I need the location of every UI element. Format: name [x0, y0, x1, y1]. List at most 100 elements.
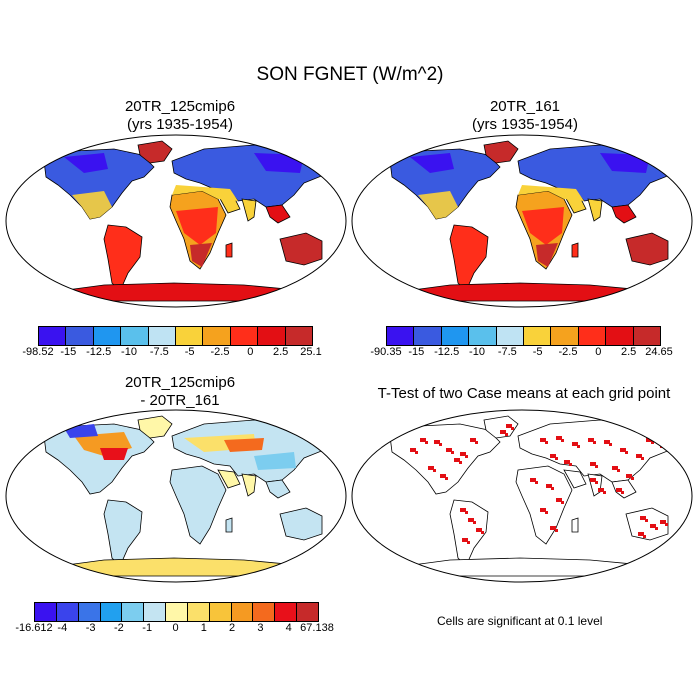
map-land-group [39, 415, 331, 577]
colorbar-swatch [441, 327, 470, 345]
colorbar-swatch [93, 327, 122, 345]
land-india [587, 198, 603, 222]
colorbar-swatch [176, 327, 204, 345]
sig-cell [420, 438, 426, 442]
sig-cell [603, 491, 606, 494]
panel-title-line2: - 20TR_161 [140, 392, 220, 409]
sig-cell [612, 466, 618, 470]
map-land-group [385, 140, 677, 302]
sig-cell [481, 531, 484, 534]
land-australia [279, 507, 323, 541]
band-asia-cool [254, 452, 296, 470]
sig-cell [506, 424, 512, 428]
land-madagascar [571, 242, 579, 258]
band-south-africa [190, 243, 212, 267]
colorbar-swatch [66, 327, 94, 345]
map-panel-4 [351, 409, 693, 583]
colorbar-swatch [551, 327, 579, 345]
colorbar-tick-label: 0 [595, 346, 602, 358]
land-greenland [483, 415, 519, 439]
sig-cell [540, 438, 546, 442]
sig-cell [500, 430, 506, 434]
colorbar-tick-label: -10 [469, 346, 485, 358]
sig-cell [446, 448, 452, 452]
sig-cell [660, 520, 666, 524]
land-africa [169, 465, 227, 545]
colorbar-tick-label: 25.1 [300, 346, 322, 358]
sig-cell [476, 528, 482, 532]
land-australia [279, 232, 323, 266]
colorbar-swatch [258, 327, 286, 345]
colorbar-tick-label: 2 [229, 622, 236, 634]
figure-title: SON FGNET (W/m^2) [256, 64, 444, 85]
colorbar-tick-label: -5 [532, 346, 543, 358]
sig-cell [631, 477, 634, 480]
sig-cell [434, 440, 440, 444]
sig-cell [620, 448, 626, 452]
colorbar-tick-label: -7.5 [497, 346, 517, 358]
colorbar-swatch [469, 327, 497, 345]
land-southAmerica [449, 499, 489, 567]
sig-cell [511, 427, 514, 430]
land-india [241, 198, 257, 222]
colorbar-swatch [148, 327, 177, 345]
land-seAsia [265, 204, 291, 224]
sig-cell [593, 441, 596, 444]
sig-cell [530, 478, 536, 482]
map-land-group [385, 415, 677, 577]
sig-cell [556, 498, 562, 502]
map-frame [5, 409, 347, 583]
band-africa-tropics [176, 207, 218, 245]
sig-cell [569, 463, 572, 466]
sig-cell [564, 460, 570, 464]
sig-cell [651, 441, 654, 444]
sig-cell [636, 454, 642, 458]
sig-cell [473, 521, 476, 524]
sig-cell [462, 538, 468, 542]
panel-title-line2: (yrs 1935-1954) [127, 116, 233, 133]
sig-cell [625, 451, 628, 454]
colorbar-tick-label: -98.52 [22, 346, 54, 358]
colorbar-tick-label: -16.612 [15, 622, 53, 634]
colorbar-swatch [578, 327, 607, 345]
land-india [241, 473, 257, 497]
colorbar-tick-label: 2.5 [273, 346, 289, 358]
land-india [587, 473, 603, 497]
sig-cell [550, 454, 556, 458]
panel-title-line1: 20TR_161 [489, 98, 561, 115]
colorbar-swatch [275, 603, 298, 621]
sig-cell [638, 532, 644, 536]
sig-cell [640, 516, 646, 520]
panel-title-1: 20TR_125cmip6 (yrs 1935-1954) [60, 98, 300, 134]
map-land-group [39, 140, 331, 302]
colorbar-tick-label: -15 [60, 346, 77, 358]
sig-cell [475, 441, 478, 444]
sig-cell [459, 461, 462, 464]
sig-cell [460, 508, 466, 512]
colorbar-swatch [387, 327, 415, 345]
sig-cell [551, 487, 554, 490]
map-panel-1 [5, 134, 347, 308]
colorbar-swatch [297, 603, 318, 621]
colorbar-swatch [166, 603, 188, 621]
sig-cell [645, 519, 648, 522]
panel-title-line2: (yrs 1935-1954) [472, 116, 578, 133]
colorbar-swatch [496, 327, 525, 345]
land-australia [625, 232, 669, 266]
land-seAsia [611, 204, 637, 224]
colorbar-tick-label: 2.5 [621, 346, 637, 358]
band-canada [410, 153, 454, 173]
band-canada [64, 153, 108, 173]
panel-title-3: 20TR_125cmip6 - 20TR_161 [60, 374, 300, 410]
band-na-south [72, 191, 112, 219]
colorbar-tick-label: -2.5 [210, 346, 230, 358]
sig-cell [460, 452, 466, 456]
land-africa [515, 465, 573, 545]
sig-cell [540, 508, 546, 512]
land-southAmerica [449, 224, 489, 292]
sig-cell [561, 439, 564, 442]
sig-cell [650, 524, 656, 528]
sig-cell [616, 488, 622, 492]
sig-cell [641, 457, 644, 460]
band-south-africa [536, 243, 558, 267]
